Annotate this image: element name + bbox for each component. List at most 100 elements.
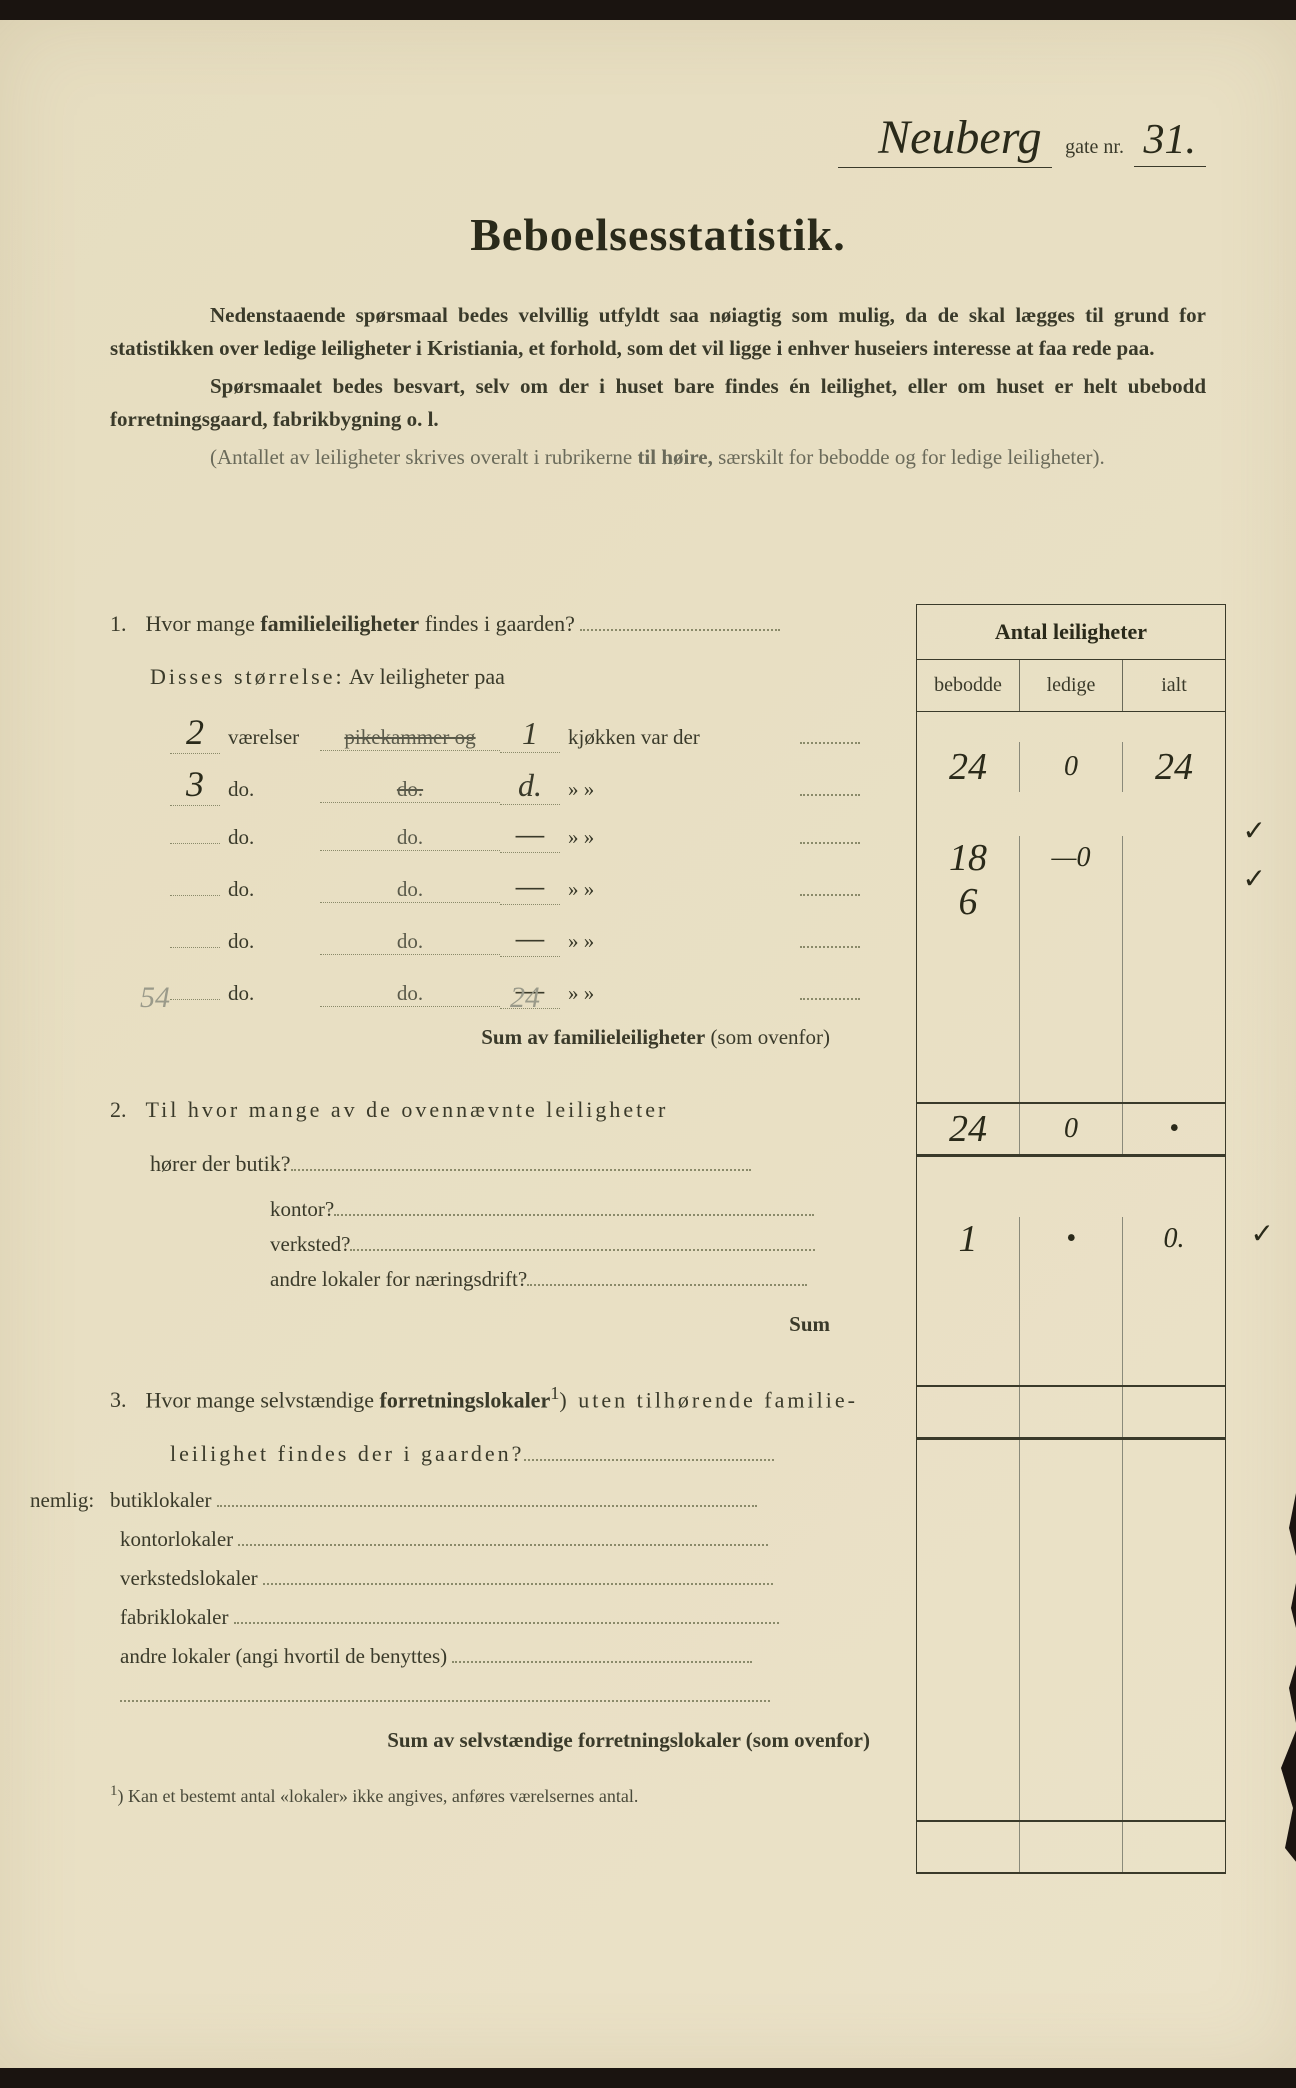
- room-count-value: [170, 999, 220, 1000]
- room-mid-label: pikekammer og: [320, 725, 500, 751]
- room-count-value: 3: [170, 763, 220, 806]
- q3-item: verkstedslokaler: [120, 1566, 870, 1591]
- room-size-row: do. do. — » »: [170, 867, 860, 911]
- q2-butik-row: 1 • 0.: [917, 1217, 1225, 1261]
- cell-value: 1: [917, 1217, 1020, 1261]
- room-end-label: » »: [560, 981, 800, 1006]
- q1-row-2: 6: [917, 880, 1225, 924]
- room-mid-label: do.: [320, 981, 500, 1007]
- street-name: Neuberg: [838, 110, 1052, 168]
- q2-item: hører der butik?: [150, 1144, 860, 1184]
- cell-value: 0: [1020, 742, 1123, 792]
- question-3: 3. Hvor mange selvstændige forretningslo…: [110, 1377, 870, 1753]
- room-end-label: » »: [560, 777, 800, 802]
- room-size-row: 3 do. do. d. » »: [170, 763, 860, 807]
- cell-value: 0: [1020, 1104, 1123, 1154]
- page-title: Beboelsesstatistik.: [110, 208, 1206, 261]
- question-2: 2. Til hvor mange av de ovennævnte leili…: [110, 1090, 860, 1337]
- cell-value: 18: [917, 836, 1020, 880]
- q1-row-1: 18 —0: [917, 836, 1225, 880]
- table-header: Antal leiligheter bebodde ledige ialt: [916, 604, 1226, 711]
- q2-sum: Sum: [110, 1312, 860, 1337]
- cell-value: 6: [917, 880, 1020, 924]
- kitchen-value: —: [500, 919, 560, 957]
- table-body-section-1: 24 0 24 18 —0 6: [916, 711, 1226, 1102]
- kitchen-value: d.: [500, 767, 560, 805]
- q1-subtitle: Disses størrelse: Av leiligheter paa: [150, 657, 860, 697]
- cell-value: —0: [1020, 836, 1123, 880]
- checkmark-icon: ✓: [1251, 1217, 1274, 1250]
- checkmark-icon: ✓: [1243, 862, 1266, 895]
- room-count-value: [170, 843, 220, 844]
- room-size-row: do. do. — » »: [170, 815, 860, 859]
- values-table: Antal leiligheter bebodde ledige ialt 24…: [916, 604, 1226, 1874]
- document-page: Neuberg gate nr. 31. Beboelsesstatistik.…: [0, 20, 1296, 2068]
- torn-edge-decoration: [1261, 1468, 1296, 1868]
- kitchen-value: —: [500, 867, 560, 905]
- room-end-label: » »: [560, 825, 800, 850]
- q3-item: nemlig:butiklokaler: [30, 1488, 870, 1513]
- form-content: Antal leiligheter bebodde ledige ialt 24…: [110, 604, 1206, 1807]
- intro-paragraph-1: Nedenstaaende spørsmaal bedes velvillig …: [110, 299, 1206, 364]
- pencil-annotation: 24: [510, 981, 540, 1015]
- room-count-value: 2: [170, 711, 220, 754]
- address-header: Neuberg gate nr. 31.: [110, 110, 1206, 168]
- intro-paragraph-3: (Antallet av leiligheter skrives overalt…: [110, 441, 1206, 474]
- room-count-value: [170, 895, 220, 896]
- room-end-label: » »: [560, 877, 800, 902]
- room-label: do.: [220, 777, 320, 802]
- q2-text: 2. Til hvor mange av de ovennævnte leili…: [110, 1090, 860, 1130]
- question-1: 1. Hvor mange familieleiligheter findes …: [110, 604, 860, 1050]
- room-label: do.: [220, 929, 320, 954]
- cell-value: 24: [917, 1104, 1020, 1154]
- col-ialt: ialt: [1123, 660, 1225, 711]
- cell-value: 24: [1123, 742, 1225, 792]
- cell-value: •: [1020, 1217, 1123, 1261]
- q1-text: 1. Hvor mange familieleiligheter findes …: [110, 604, 860, 644]
- room-count-value: [170, 947, 220, 948]
- q1-sum-line: Sum av familieleiligheter (som ovenfor): [110, 1025, 860, 1050]
- table-body-section-3: [916, 1439, 1226, 1820]
- col-ledige: ledige: [1020, 660, 1123, 711]
- gate-number: 31.: [1134, 116, 1207, 167]
- table-header-title: Antal leiligheter: [917, 605, 1225, 660]
- table-sum-section-2: [916, 1385, 1226, 1439]
- q3-text-line-2: leilighet findes der i gaarden?: [170, 1434, 870, 1474]
- q1-main-row: 24 0 24: [917, 742, 1225, 792]
- intro-paragraph-2: Spørsmaalet bedes besvart, selv om der i…: [110, 370, 1206, 435]
- q3-item: andre lokaler (angi hvortil de benyttes): [120, 1644, 870, 1669]
- room-mid-label: do.: [320, 825, 500, 851]
- pencil-annotation: 54: [140, 981, 170, 1015]
- cell-value: [1123, 836, 1225, 880]
- room-label: do.: [220, 825, 320, 850]
- q2-item: verksted?: [270, 1232, 860, 1257]
- table-sum-section-3: [916, 1820, 1226, 1874]
- gate-label: gate nr.: [1065, 136, 1124, 158]
- checkmark-icon: ✓: [1243, 814, 1266, 847]
- room-end-label: » »: [560, 929, 800, 954]
- room-label: værelser: [220, 725, 320, 750]
- room-mid-label: do.: [320, 929, 500, 955]
- cell-value: 24: [917, 742, 1020, 792]
- q2-item: kontor?: [270, 1197, 860, 1222]
- kitchen-value: —: [500, 815, 560, 853]
- cell-value: [1020, 880, 1123, 924]
- table-body-section-2: 1 • 0.: [916, 1156, 1226, 1385]
- cell-value: 0.: [1123, 1217, 1225, 1261]
- q3-text-line-1: 3. Hvor mange selvstændige forretningslo…: [110, 1377, 870, 1420]
- room-size-row: 2 værelser pikekammer og 1 kjøkken var d…: [170, 711, 860, 755]
- room-mid-label: do.: [320, 877, 500, 903]
- cell-value: [1123, 880, 1225, 924]
- q3-item: kontorlokaler: [120, 1527, 870, 1552]
- col-bebodde: bebodde: [917, 660, 1020, 711]
- room-mid-label: do.: [320, 777, 500, 803]
- q1-sum-row: 24 0 •: [917, 1104, 1225, 1154]
- kitchen-value: 1: [500, 715, 560, 753]
- cell-value: •: [1123, 1104, 1225, 1154]
- q3-item: fabriklokaler: [120, 1605, 870, 1630]
- room-size-row: do. do. — » »: [170, 919, 860, 963]
- room-label: do.: [220, 981, 320, 1006]
- room-label: do.: [220, 877, 320, 902]
- q3-sum: Sum av selvstændige forretningslokaler (…: [110, 1728, 870, 1753]
- q2-item: andre lokaler for næringsdrift?: [270, 1267, 860, 1292]
